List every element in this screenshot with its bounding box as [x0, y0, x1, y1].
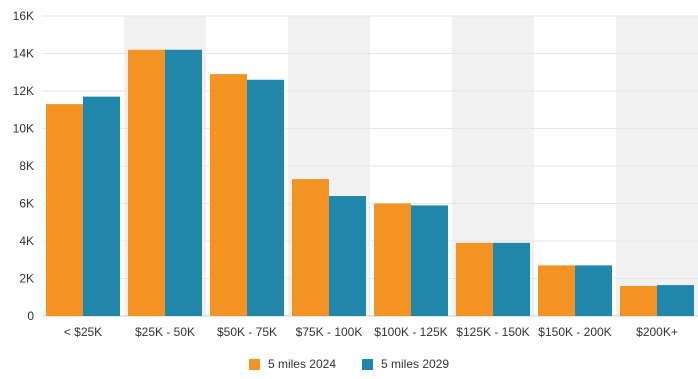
legend-swatch-2024 — [248, 358, 260, 370]
bar-2029[interactable] — [657, 285, 694, 316]
y-tick-label: 6K — [19, 197, 34, 211]
bars-group — [46, 49, 694, 317]
y-tick-label: 16K — [13, 9, 34, 23]
y-tick-label: 4K — [19, 234, 34, 248]
y-tick-label: 8K — [19, 159, 34, 173]
x-tick-label: $75K - 100K — [296, 325, 363, 339]
x-tick-label: $100K - 125K — [374, 325, 447, 339]
bar-2024[interactable] — [210, 74, 247, 316]
bar-2029[interactable] — [575, 265, 612, 316]
y-axis-ticks: 0 2K 4K 6K 8K 10K 12K 14K 16K — [13, 9, 35, 323]
bar-2029[interactable] — [329, 196, 366, 316]
x-tick-label: $200K+ — [636, 325, 678, 339]
bar-2024[interactable] — [456, 242, 493, 316]
x-tick-label: $50K - 75K — [217, 325, 277, 339]
legend: 5 miles 2024 5 miles 2029 — [0, 357, 698, 371]
y-tick-label: 2K — [19, 272, 34, 286]
x-tick-label: $25K - 50K — [135, 325, 195, 339]
bar-2029[interactable] — [493, 242, 530, 316]
x-tick-label: $125K - 150K — [456, 325, 529, 339]
bar-2024[interactable] — [292, 179, 329, 316]
x-tick-label: $150K - 200K — [538, 325, 611, 339]
bar-2024[interactable] — [538, 265, 575, 316]
bar-2024[interactable] — [374, 203, 411, 317]
bar-2029[interactable] — [411, 205, 448, 316]
y-tick-label: 10K — [13, 122, 34, 136]
y-tick-label: 0 — [27, 309, 34, 323]
y-tick-label: 12K — [13, 84, 34, 98]
legend-item-2029[interactable]: 5 miles 2029 — [362, 357, 449, 371]
legend-swatch-2029 — [362, 358, 373, 370]
bar-2024[interactable] — [128, 49, 165, 316]
legend-label-2029: 5 miles 2029 — [381, 357, 450, 371]
x-axis-ticks: < $25K $25K - 50K $50K - 75K $75K - 100K $10… — [64, 325, 678, 339]
legend-item-2024[interactable]: 5 miles 2024 — [248, 357, 336, 371]
bar-2029[interactable] — [83, 96, 120, 316]
x-tick-label: < $25K — [64, 325, 102, 339]
bar-2029[interactable] — [247, 79, 284, 316]
legend-label-2024: 5 miles 2024 — [267, 357, 336, 371]
bar-2029[interactable] — [165, 49, 202, 316]
bar-2024[interactable] — [620, 286, 657, 316]
bar-2024[interactable] — [46, 104, 83, 316]
y-tick-label: 14K — [13, 47, 34, 61]
